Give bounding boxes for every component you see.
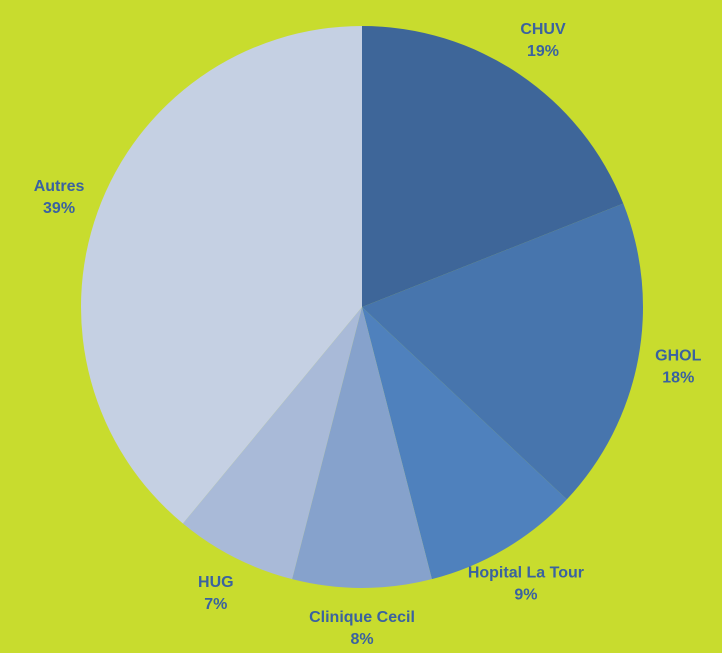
pie-slice — [362, 203, 643, 500]
slice-label: CHUV — [520, 21, 566, 38]
slice-label: Hopital La Tour — [468, 564, 584, 581]
pie-slice — [292, 307, 432, 588]
slice-label: Autres — [34, 178, 85, 195]
slice-value-label: 8% — [350, 631, 373, 648]
slice-value-label: 9% — [514, 586, 537, 603]
slice-label: HUG — [198, 574, 234, 591]
pie-slice — [182, 307, 362, 580]
slice-label: GHOL — [655, 348, 701, 365]
pie-slice — [362, 307, 567, 580]
slice-value-label: 39% — [43, 200, 75, 217]
pie-slice — [362, 26, 624, 307]
slice-value-label: 7% — [204, 596, 227, 613]
pie-slice — [80, 26, 363, 524]
slice-value-label: 19% — [527, 43, 559, 60]
slice-value-label: 18% — [662, 370, 694, 387]
slice-label: Clinique Cecil — [309, 609, 415, 626]
